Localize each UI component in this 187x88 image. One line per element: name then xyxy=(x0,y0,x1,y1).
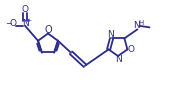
Text: O: O xyxy=(127,45,134,54)
Text: O: O xyxy=(44,25,52,35)
Text: −: − xyxy=(5,19,11,28)
Text: O: O xyxy=(22,5,28,14)
Text: N: N xyxy=(107,30,114,39)
Text: +: + xyxy=(26,18,31,23)
Text: O: O xyxy=(9,19,16,28)
Text: N: N xyxy=(115,55,121,64)
Text: N: N xyxy=(22,19,28,28)
Text: N: N xyxy=(134,21,140,30)
Text: H: H xyxy=(139,20,144,26)
